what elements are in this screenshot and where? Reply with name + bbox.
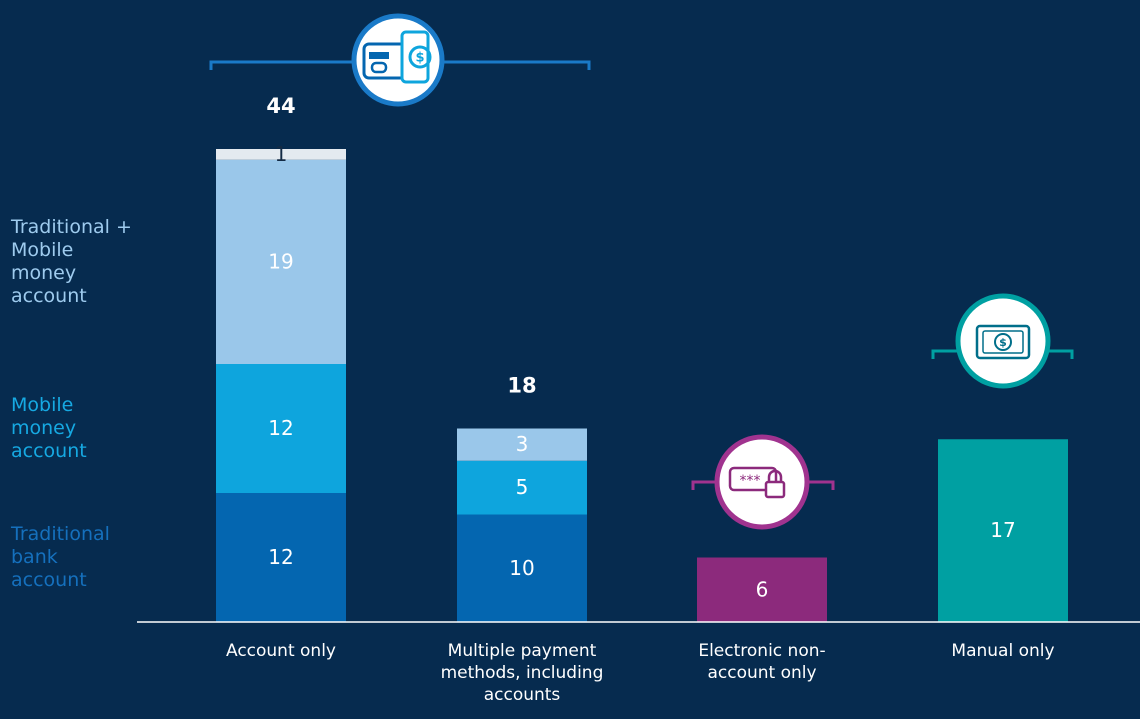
- legend-label: Mobile money account: [11, 394, 87, 462]
- bars: 12 12 19 1 44 10 5 3 18 6 17: [216, 94, 1068, 622]
- total-label: 44: [266, 94, 295, 118]
- x-tick-label: Manual only: [951, 641, 1055, 661]
- bar-segment: [216, 493, 346, 622]
- segment-label: 10: [509, 556, 534, 580]
- segment-label: 5: [516, 475, 529, 499]
- bar-segment: [697, 557, 827, 622]
- bar-segment: [216, 364, 346, 493]
- bar-segment: [457, 428, 587, 461]
- account-icon: $: [209, 13, 591, 107]
- x-tick-label: Account only: [225, 641, 336, 661]
- segment-label: 6: [756, 577, 769, 601]
- bar-segment: [457, 514, 587, 622]
- legend-label: Traditional bank account: [11, 523, 110, 591]
- segment-label: 17: [990, 518, 1015, 542]
- svg-text:$: $: [999, 336, 1007, 349]
- x-tick-label: Electronic non-account only: [698, 641, 826, 683]
- bar-segment: [216, 149, 346, 160]
- bar-segment: [457, 460, 587, 515]
- electronic-icon: ***: [691, 434, 835, 530]
- segment-label: 12: [268, 416, 293, 440]
- bar-segment: [216, 159, 346, 364]
- total-label: 18: [507, 374, 536, 398]
- svg-text:$: $: [415, 51, 424, 66]
- bar-segment: [938, 439, 1068, 622]
- svg-text:***: ***: [740, 473, 761, 489]
- segment-label: 3: [516, 432, 529, 456]
- x-tick-label: Multiple payment methods, including acco…: [440, 641, 604, 705]
- manual-icon: $: [931, 293, 1074, 389]
- legend-label: Traditional + Mobile money account: [11, 215, 132, 307]
- segment-label: 12: [268, 545, 293, 569]
- segment-label: 1: [275, 142, 288, 166]
- segment-label: 19: [268, 249, 293, 273]
